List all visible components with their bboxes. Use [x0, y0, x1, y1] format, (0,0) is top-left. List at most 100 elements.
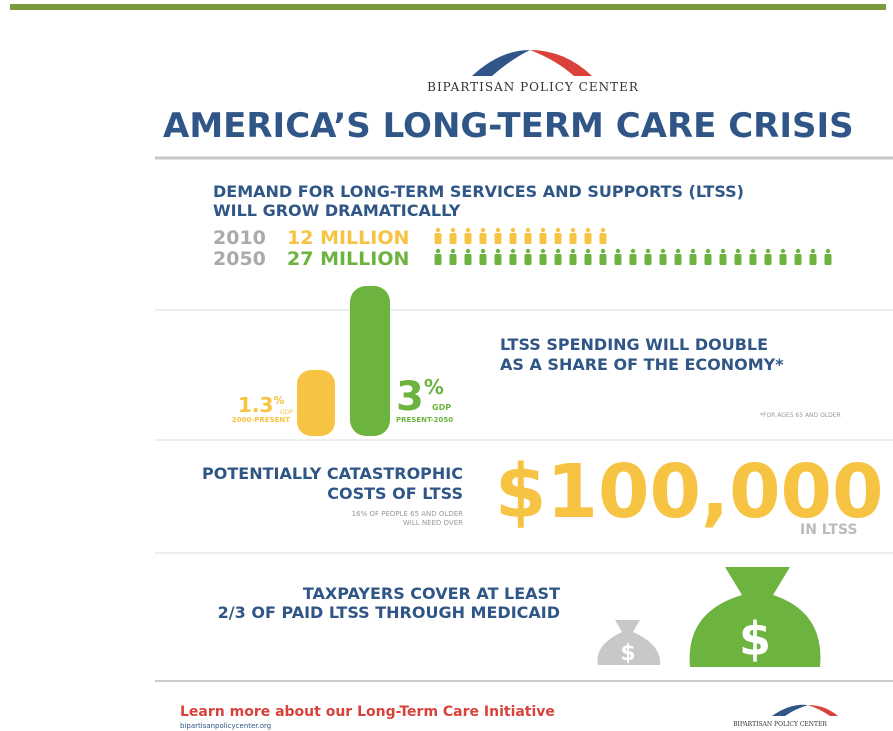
year: 2050: [213, 248, 266, 270]
title: AMERICA’S LONG-TERM CARE CRISIS: [163, 106, 854, 146]
person-icon: [644, 248, 652, 265]
headline: COSTS OF LTSS: [327, 484, 463, 503]
bar: [297, 370, 335, 436]
person-icon: [614, 248, 622, 265]
person-body: [584, 254, 592, 265]
person-head: [690, 248, 696, 254]
person-head: [525, 227, 531, 233]
person-body: [494, 233, 502, 244]
person-head: [810, 248, 816, 254]
amount-value: 27: [287, 248, 313, 270]
bar-value: 3%: [396, 374, 444, 420]
footer-url[interactable]: bipartisanpolicycenter.org: [180, 722, 271, 730]
person-icon: [554, 227, 562, 244]
person-head: [555, 248, 561, 254]
person-body: [524, 254, 532, 265]
person-body: [659, 254, 667, 265]
person-head: [600, 227, 606, 233]
person-body: [569, 233, 577, 244]
person-icon: [524, 248, 532, 265]
bar-value: 1.3%: [238, 393, 284, 417]
logo-small: [808, 705, 838, 716]
person-body: [749, 254, 757, 265]
person-head: [570, 248, 576, 254]
person-icon: [629, 248, 637, 265]
person-icon: [569, 248, 577, 265]
person-icon: [509, 227, 517, 244]
person-head: [675, 248, 681, 254]
person-icon: [794, 248, 802, 265]
person-head: [450, 227, 456, 233]
measure: GDP: [432, 403, 451, 412]
person-head: [450, 248, 456, 254]
amount: $100,000: [495, 449, 884, 535]
person-body: [449, 233, 457, 244]
person-head: [540, 248, 546, 254]
person-icon: [449, 227, 457, 244]
person-icon: [494, 227, 502, 244]
headline: POTENTIALLY CATASTROPHIC: [202, 464, 463, 483]
person-icon: [509, 248, 517, 265]
person-body: [704, 254, 712, 265]
person-head: [825, 248, 831, 254]
person-body: [434, 254, 442, 265]
top-bar: [10, 4, 886, 10]
person-body: [554, 254, 562, 265]
person-body: [479, 254, 487, 265]
person-head: [540, 227, 546, 233]
person-icon: [539, 248, 547, 265]
person-icon: [689, 248, 697, 265]
person-head: [585, 248, 591, 254]
person-head: [630, 248, 636, 254]
person-body: [509, 254, 517, 265]
measure: GDP: [280, 409, 293, 416]
person-head: [720, 248, 726, 254]
person-body: [449, 254, 457, 265]
person-head: [765, 248, 771, 254]
person-head: [465, 248, 471, 254]
person-icon: [569, 227, 577, 244]
person-head: [780, 248, 786, 254]
person-icon: [584, 248, 592, 265]
person-body: [734, 254, 742, 265]
person-body: [509, 233, 517, 244]
person-icon: [659, 248, 667, 265]
person-body: [464, 254, 472, 265]
person-body: [674, 254, 682, 265]
period: 2000-PRESENT: [232, 416, 290, 424]
person-icon: [584, 227, 592, 244]
person-icon: [449, 248, 457, 265]
person-body: [719, 254, 727, 265]
footer-link[interactable]: Learn more about our Long-Term Care Init…: [180, 704, 555, 720]
person-icon: [824, 248, 832, 265]
person-icon: [704, 248, 712, 265]
logo-small: [772, 704, 808, 716]
person-icon: [434, 248, 442, 265]
note: 16% OF PEOPLE 65 AND OLDER: [352, 510, 463, 518]
amount: 12 MILLION: [287, 227, 409, 249]
person-icon: [599, 248, 607, 265]
person-head: [615, 248, 621, 254]
year: 2010: [213, 227, 266, 249]
person-icon: [809, 248, 817, 265]
person-head: [645, 248, 651, 254]
person-body: [689, 254, 697, 265]
person-head: [495, 248, 501, 254]
person-head: [660, 248, 666, 254]
person-body: [464, 233, 472, 244]
person-body: [584, 233, 592, 244]
person-body: [629, 254, 637, 265]
person-body: [524, 233, 532, 244]
person-body: [494, 254, 502, 265]
headline: LTSS SPENDING WILL DOUBLE: [500, 335, 768, 354]
person-icon: [719, 248, 727, 265]
person-icon: [734, 248, 742, 265]
person-head: [585, 227, 591, 233]
person-head: [555, 227, 561, 233]
person-head: [480, 248, 486, 254]
person-head: [510, 248, 516, 254]
svg-text:$: $: [739, 612, 771, 666]
large-bag: $: [689, 567, 821, 667]
person-body: [764, 254, 772, 265]
